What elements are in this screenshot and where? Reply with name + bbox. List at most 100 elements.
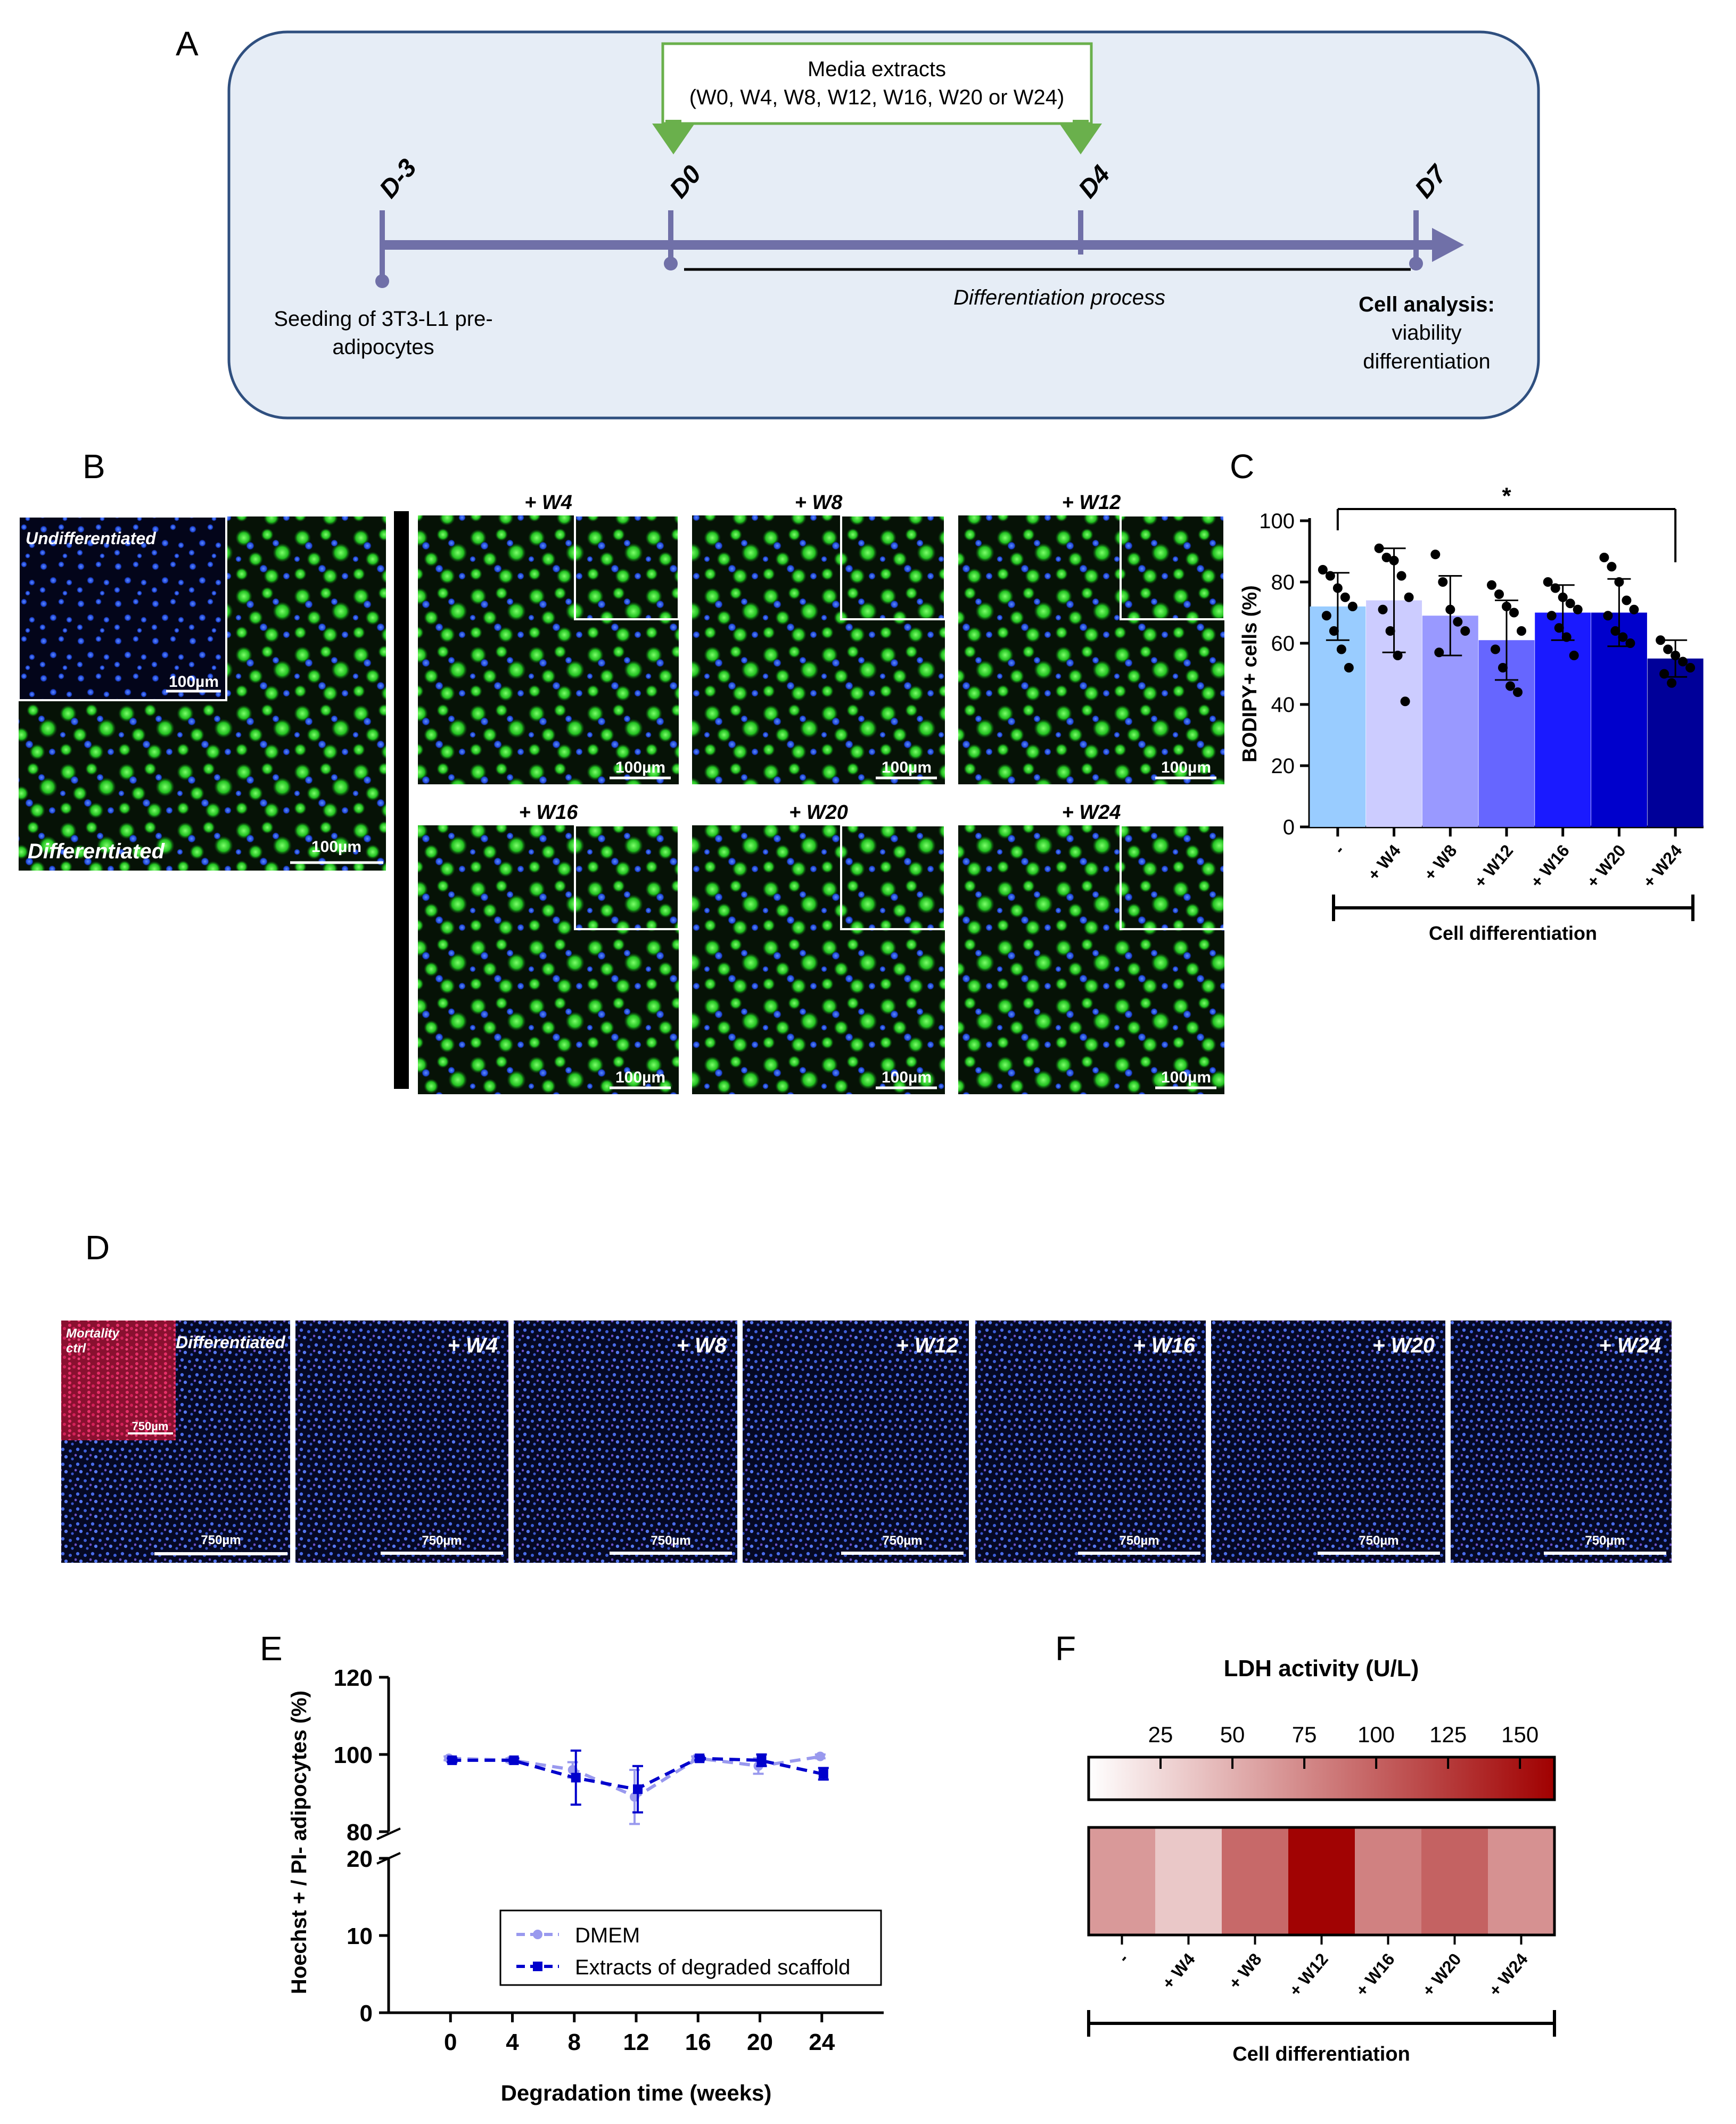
c-x-tick-label: + W12: [1470, 841, 1517, 891]
seed-point: [375, 274, 389, 288]
micrograph-b-scale-3: 100µm: [1161, 759, 1211, 776]
c-data-point: [1445, 604, 1455, 614]
f-heat-cell-7: [1488, 1827, 1554, 1935]
scale-label-undiff: 100µm: [169, 673, 219, 691]
e-point-extracts: [571, 1773, 581, 1783]
c-data-point: [1513, 687, 1523, 697]
micrograph-d-6: [1451, 1321, 1672, 1563]
e-point-extracts: [756, 1755, 767, 1765]
c-bar-6: [1591, 612, 1647, 827]
e-point-extracts: [509, 1755, 519, 1765]
panel-letter-c: C: [1230, 447, 1254, 486]
micrograph-b-label-3: + W12: [1062, 491, 1121, 514]
micrograph-panel-b: Undifferentiated 100µm Differentiated 10…: [18, 491, 1225, 1094]
c-data-point: [1663, 644, 1673, 654]
c-data-point: [1318, 565, 1328, 575]
e-y-tick-label: 80: [347, 1819, 373, 1846]
c-data-point: [1389, 555, 1399, 565]
f-x-tick-label: + W8: [1225, 1949, 1265, 1992]
micrograph-b-inset-3: [1120, 514, 1225, 620]
c-data-point: [1671, 651, 1681, 660]
c-y-axis-label: BODIPY+ cells (%): [1239, 585, 1261, 762]
c-data-point: [1550, 583, 1560, 593]
micrograph-d-1: [295, 1321, 508, 1563]
c-data-point: [1625, 638, 1635, 648]
timeline-panel: Media extracts (W0, W4, W8, W12, W16, W2…: [227, 30, 1540, 420]
f-x-tick-label: + W16: [1352, 1949, 1398, 2000]
micrograph-b-scale-1: 100µm: [615, 759, 665, 776]
micrograph-b-scale-4: 100µm: [615, 1069, 665, 1086]
c-data-point: [1558, 592, 1568, 602]
e-x-tick-label: 12: [623, 2029, 649, 2055]
micrograph-b-label-6: + W24: [1062, 801, 1121, 824]
micrograph-undifferentiated: [18, 515, 227, 701]
micrograph-b-inset-2: [840, 514, 946, 620]
undifferentiated-label: Undifferentiated: [26, 529, 157, 548]
c-y-tick-label: 40: [1271, 693, 1295, 717]
timeline-arrowhead: [1432, 228, 1464, 262]
c-data-point: [1393, 651, 1403, 660]
e-point-dmem: [815, 1751, 825, 1761]
c-x-axis-label: Cell differentiation: [1429, 922, 1597, 944]
e-y-tick-label: 100: [334, 1742, 373, 1768]
c-data-point: [1569, 651, 1579, 660]
c-data-point: [1603, 611, 1613, 621]
scale-label-diff: 100µm: [311, 838, 361, 856]
micrograph-b-label-1: + W4: [524, 491, 572, 514]
micrograph-d-scale-6: 750µm: [1585, 1533, 1625, 1548]
e-legend-entry-2: Extracts of degraded scaffold: [575, 1956, 850, 1979]
micrograph-b-label-2: + W8: [795, 491, 843, 514]
f-heat-cell-3: [1222, 1827, 1288, 1935]
cell-analysis-viability: viability: [1392, 321, 1461, 345]
mortality-label-2: ctrl: [66, 1341, 87, 1356]
c-data-point: [1336, 644, 1346, 654]
c-x-tick-label: + W8: [1420, 841, 1460, 884]
e-x-tick-label: 4: [506, 2029, 519, 2055]
differentiated-label: Differentiated: [28, 840, 166, 863]
f-color-scale: [1087, 1756, 1556, 1801]
c-data-point: [1509, 608, 1519, 618]
c-data-point: [1656, 635, 1666, 645]
media-extracts-title: Media extracts: [808, 58, 946, 81]
f-x-axis-label: Cell differentiation: [1232, 2043, 1410, 2065]
micrograph-d-scale-5: 750µm: [1359, 1533, 1398, 1548]
c-data-point: [1329, 626, 1339, 636]
e-point-extracts: [447, 1755, 457, 1765]
micrograph-b-label-4: + W16: [519, 801, 579, 824]
cell-analysis-differentiation: differentiation: [1363, 350, 1490, 373]
micrograph-b-inset-4: [574, 824, 680, 930]
micrograph-mortality-ctrl: [61, 1321, 176, 1440]
micrograph-d-label-5: + W20: [1372, 1334, 1435, 1357]
f-x-tick-label: + W20: [1418, 1949, 1465, 2000]
f-scale-tick-label: 25: [1148, 1722, 1173, 1747]
c-data-point: [1396, 571, 1406, 581]
separator-bar: [394, 511, 409, 1089]
f-heat-cell-4: [1288, 1827, 1355, 1935]
seeding-text-1: Seeding of 3T3-L1 pre-: [274, 307, 492, 331]
c-data-point: [1374, 543, 1384, 553]
c-data-point: [1607, 562, 1617, 572]
f-heat-cell-1: [1089, 1827, 1155, 1935]
f-x-tick-label: + W12: [1285, 1949, 1332, 2000]
mortality-label-1: Mortality: [66, 1326, 120, 1341]
panel-letter-e: E: [260, 1629, 283, 1668]
micrograph-d-scale-4: 750µm: [1119, 1533, 1159, 1548]
c-data-point: [1618, 632, 1628, 642]
c-data-point: [1325, 571, 1335, 581]
e-x-tick-label: 8: [568, 2029, 581, 2055]
micrograph-b-inset-6: [1120, 824, 1225, 930]
c-data-point: [1554, 623, 1564, 633]
micrograph-d-scale-2: 750µm: [651, 1533, 690, 1548]
micrograph-d-label-2: + W8: [677, 1334, 727, 1357]
c-data-point: [1453, 617, 1463, 627]
micrograph-d-4: [975, 1321, 1206, 1563]
e-x-axis-label: Degradation time (weeks): [501, 2080, 772, 2105]
micrograph-b-label-5: + W20: [789, 801, 848, 824]
micrograph-d-2: [514, 1321, 737, 1563]
micrograph-d-label-3: + W12: [896, 1334, 958, 1357]
c-data-point: [1494, 589, 1504, 599]
f-heat-cell-2: [1155, 1827, 1222, 1935]
c-data-point: [1340, 592, 1350, 602]
